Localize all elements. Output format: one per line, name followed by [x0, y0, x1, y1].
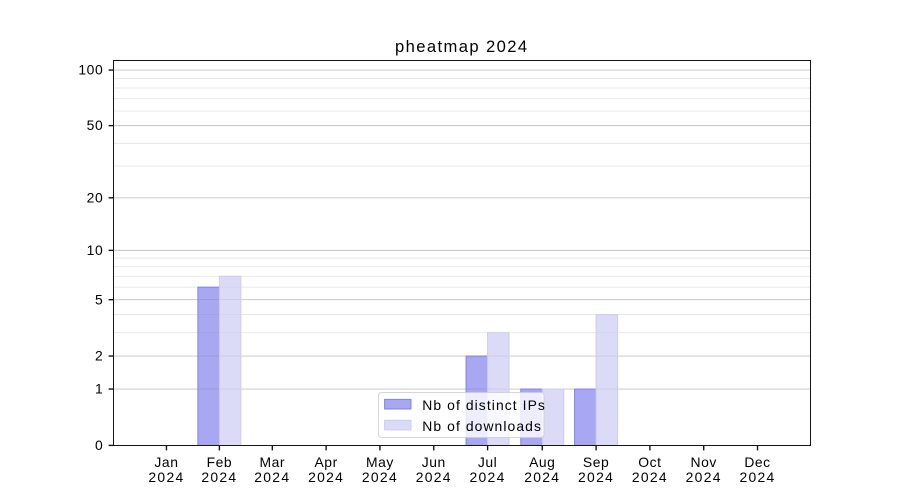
svg-text:2024: 2024	[524, 469, 560, 485]
svg-text:1: 1	[95, 381, 103, 397]
svg-text:Feb: Feb	[207, 454, 233, 470]
svg-text:Jan: Jan	[154, 454, 178, 470]
svg-text:2024: 2024	[686, 469, 722, 485]
svg-text:2024: 2024	[578, 469, 614, 485]
svg-text:10: 10	[87, 242, 104, 258]
svg-text:Nov: Nov	[691, 454, 717, 470]
svg-text:2024: 2024	[148, 469, 184, 485]
svg-text:2024: 2024	[254, 469, 290, 485]
svg-text:2024: 2024	[362, 469, 398, 485]
svg-text:Dec: Dec	[744, 454, 770, 470]
svg-text:Oct: Oct	[638, 454, 661, 470]
svg-text:5: 5	[95, 291, 103, 307]
svg-text:2: 2	[95, 348, 103, 364]
svg-text:Aug: Aug	[529, 454, 555, 470]
svg-text:100: 100	[78, 62, 103, 78]
svg-text:pheatmap 2024: pheatmap 2024	[395, 37, 529, 56]
svg-text:0: 0	[95, 437, 103, 453]
svg-text:Sep: Sep	[583, 454, 609, 470]
svg-text:2024: 2024	[632, 469, 668, 485]
svg-text:Nb of downloads: Nb of downloads	[422, 418, 542, 434]
svg-text:2024: 2024	[416, 469, 452, 485]
svg-text:Jun: Jun	[422, 454, 446, 470]
svg-text:Apr: Apr	[314, 454, 337, 470]
svg-text:May: May	[366, 454, 394, 470]
svg-text:Jul: Jul	[478, 454, 497, 470]
svg-text:Nb of distinct IPs: Nb of distinct IPs	[422, 397, 546, 413]
svg-text:2024: 2024	[470, 469, 506, 485]
svg-text:Mar: Mar	[260, 454, 286, 470]
svg-text:2024: 2024	[739, 469, 775, 485]
svg-text:20: 20	[87, 189, 104, 205]
svg-text:2024: 2024	[201, 469, 237, 485]
svg-text:2024: 2024	[308, 469, 344, 485]
svg-text:50: 50	[87, 117, 104, 133]
